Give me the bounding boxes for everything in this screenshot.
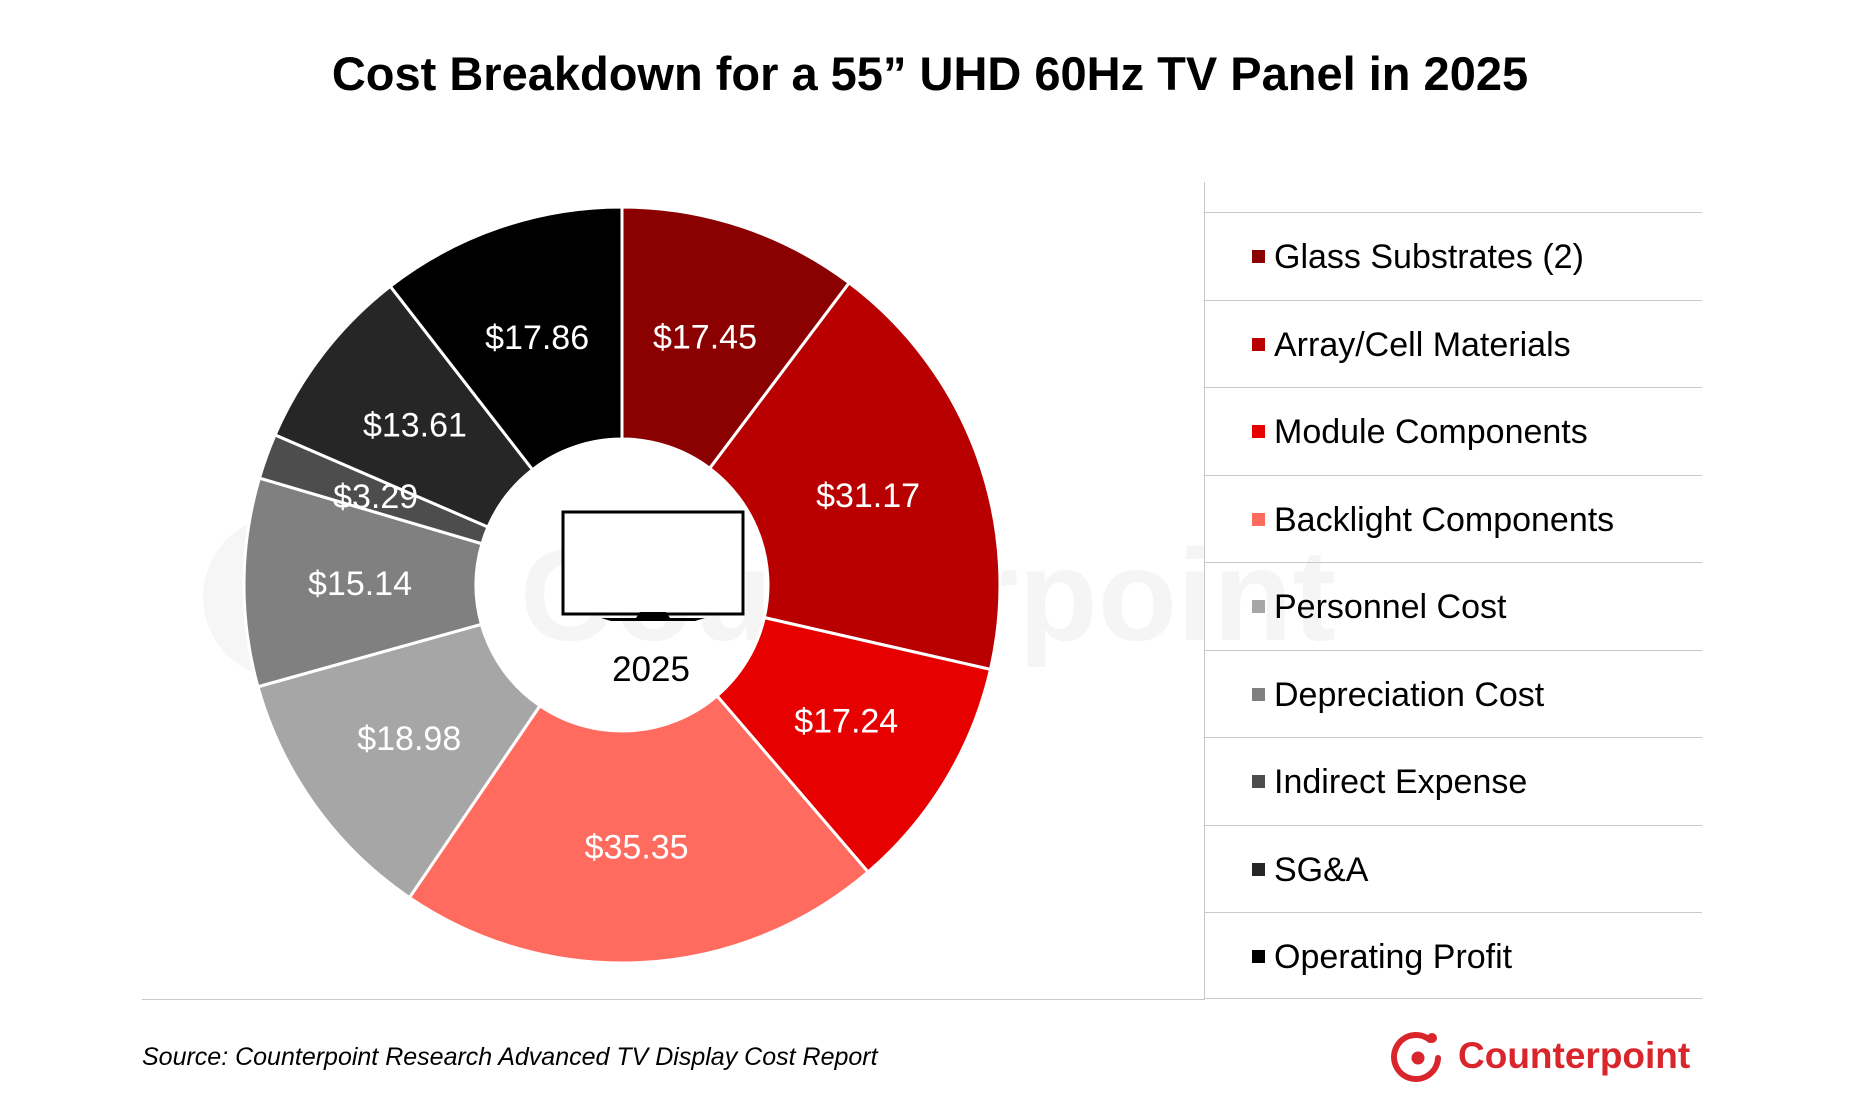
chart-title: Cost Breakdown for a 55” UHD 60Hz TV Pan…	[331, 47, 1529, 100]
donut-slice	[714, 615, 993, 875]
donut-slice	[242, 476, 484, 689]
slice-data-label: $15.14	[308, 565, 412, 603]
slice-data-label: $13.61	[363, 406, 467, 444]
source-note: Source: Counterpoint Research Advanced T…	[142, 1043, 878, 1071]
legend-label: Depreciation Cost	[1274, 675, 1545, 714]
counterpoint-logo: Counterpoint	[1388, 1028, 1708, 1084]
legend-item: Glass Substrates (2)	[1204, 212, 1702, 299]
legend-swatch	[1252, 512, 1265, 526]
legend-label: Personnel Cost	[1274, 588, 1507, 626]
legend-label: SG&A	[1274, 850, 1369, 889]
legend-label: Glass Substrates (2)	[1274, 238, 1584, 276]
legend-label: Backlight Components	[1274, 500, 1615, 539]
legend-swatch	[1252, 687, 1265, 701]
donut-slice	[707, 280, 1002, 672]
legend-item: Personnel Cost	[1204, 562, 1702, 649]
legend-swatch	[1252, 600, 1265, 613]
slice-data-label: $35.35	[585, 829, 689, 867]
center-year-label: 2025	[612, 650, 690, 689]
legend-swatch	[1252, 775, 1265, 788]
slice-data-label: $18.98	[357, 720, 461, 758]
legend-item: Array/Cell Materials	[1204, 299, 1702, 387]
legend-label: Operating Profit	[1274, 938, 1513, 976]
donut-slice	[407, 693, 871, 965]
legend-item: Module Components	[1204, 387, 1702, 474]
legend-divider	[1204, 182, 1205, 1000]
legend-label: Indirect Expense	[1274, 763, 1528, 801]
legend-swatch	[1252, 862, 1265, 876]
footer-divider	[142, 999, 1204, 1000]
donut-slice	[256, 622, 542, 900]
legend-swatch	[1252, 250, 1265, 263]
slice-data-label: $3.29	[333, 478, 418, 516]
slice-data-label: $17.86	[485, 319, 589, 357]
legend-item: SG&A	[1204, 824, 1702, 912]
slice-data-label: $17.24	[794, 703, 898, 741]
legend-label: Array/Cell Materials	[1274, 325, 1571, 364]
slice-data-label: $31.17	[816, 477, 920, 515]
logo-text: Counterpoint	[1458, 1035, 1691, 1076]
legend-label: Module Components	[1274, 413, 1588, 451]
counterpoint-logo-icon	[1391, 1032, 1441, 1082]
legend-swatch	[1252, 950, 1265, 963]
legend-item: Backlight Components	[1204, 474, 1702, 562]
legend-item: Depreciation Cost	[1204, 649, 1702, 737]
tv-icon	[561, 510, 745, 621]
donut-slice	[388, 205, 624, 472]
donut-slice	[620, 205, 852, 471]
slice-data-label: $17.45	[653, 318, 757, 356]
legend-swatch	[1252, 425, 1265, 438]
legend-item: Operating Profit	[1204, 912, 1702, 999]
legend-swatch	[1252, 337, 1265, 351]
legend-item: Indirect Expense	[1204, 737, 1702, 824]
